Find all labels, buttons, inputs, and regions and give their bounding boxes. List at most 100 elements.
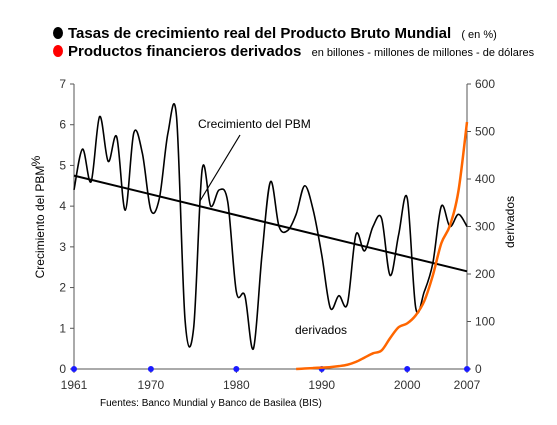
- axes: 0 1 2 3 4 5 6 7 0 100 200 300 400 500 600 1961 1970 1980 1…: [59, 77, 495, 392]
- y-right-tick-label: 400: [475, 172, 495, 186]
- data-point-derivados: [303, 367, 306, 370]
- data-point-pbm: [141, 152, 144, 155]
- data-point-derivados: [372, 352, 375, 355]
- data-point-pbm: [269, 180, 272, 183]
- data-point-derivados: [295, 368, 298, 371]
- data-point-pbm: [81, 148, 84, 151]
- series-line-pbm: [73, 103, 468, 350]
- y-left-tick-label: 1: [59, 321, 66, 335]
- data-point-pbm: [329, 306, 332, 309]
- data-point-derivados: [457, 189, 460, 192]
- x-tick-label: 1980: [223, 378, 250, 392]
- data-point-pbm: [423, 290, 426, 293]
- source-note: Fuentes: Banco Mundial y Banco de Basile…: [100, 398, 322, 409]
- data-point-derivados: [354, 360, 357, 363]
- data-point-pbm: [312, 209, 315, 212]
- series-derivados: [295, 121, 469, 371]
- data-point-derivados: [466, 121, 469, 124]
- data-point-derivados: [320, 366, 323, 369]
- data-point-pbm: [363, 249, 366, 252]
- data-point-pbm: [414, 306, 417, 309]
- data-point-pbm: [440, 205, 443, 208]
- y-right-tick-label: 100: [475, 315, 495, 329]
- x-tick-label: 1961: [61, 378, 88, 392]
- data-point-pbm: [175, 115, 178, 118]
- data-point-pbm: [320, 254, 323, 257]
- y-right-tick-label: 200: [475, 267, 495, 281]
- series-line-trend: [73, 174, 468, 273]
- data-point-pbm: [184, 319, 187, 322]
- series-layer: [73, 103, 469, 371]
- data-point-derivados: [448, 224, 451, 227]
- data-point-pbm: [380, 217, 383, 220]
- data-point-pbm: [466, 225, 469, 228]
- data-point-pbm: [406, 197, 409, 200]
- data-point-pbm: [124, 209, 127, 212]
- y-left-tick-label: 0: [59, 362, 66, 376]
- data-point-derivados: [329, 366, 332, 369]
- series-trend: [73, 174, 468, 273]
- data-point-pbm: [149, 209, 152, 212]
- data-point-pbm: [397, 233, 400, 236]
- annotations: Crecimiento del PBM derivados: [198, 117, 347, 337]
- legend-note-pbm: ( en %): [461, 29, 496, 41]
- x-tick-label: 2000: [394, 378, 421, 392]
- y-right-tick-label: 0: [475, 362, 482, 376]
- y-left-axis-label: Crecimiento del PBM: [33, 166, 47, 279]
- x-axis-marker: [404, 366, 411, 372]
- legend-note-derivados: en billones - millones de millones - de …: [312, 47, 535, 59]
- y-left-tick-label: 3: [59, 240, 66, 254]
- x-axis-marker: [147, 366, 154, 372]
- legend-marker-pbm: [53, 27, 63, 39]
- y-left-tick-label: 7: [59, 77, 66, 91]
- data-point-derivados: [312, 367, 315, 370]
- data-point-pbm: [132, 131, 135, 134]
- y-left-tick-label: 4: [59, 199, 66, 213]
- svg-text:Tasas de crecimiento real del: Tasas de crecimiento real del Producto B…: [68, 25, 497, 42]
- x-axis-marker: [71, 366, 77, 372]
- data-point-derivados: [431, 274, 434, 277]
- x-tick-label: 1970: [138, 378, 165, 392]
- legend: Tasas de crecimiento real del Producto B…: [53, 25, 535, 60]
- legend-label-pbm: Tasas de crecimiento real del Producto B…: [68, 25, 451, 42]
- y-left-tick-label: 5: [59, 158, 66, 172]
- data-point-derivados: [337, 365, 340, 368]
- data-point-pbm: [218, 188, 221, 191]
- annotation-pbm: Crecimiento del PBM: [198, 117, 311, 131]
- y-left-unit-label: %: [29, 155, 43, 166]
- series-pbm: [73, 103, 469, 350]
- x-axis-marker: [233, 366, 240, 372]
- legend-marker-derivados: [53, 45, 63, 57]
- data-point-pbm: [166, 131, 169, 134]
- legend-label-derivados: Productos financieros derivados: [68, 43, 301, 60]
- data-point-pbm: [201, 168, 204, 171]
- data-point-pbm: [346, 302, 349, 305]
- data-point-pbm: [98, 115, 101, 118]
- data-point-pbm: [73, 188, 76, 191]
- x-axis-marker: [464, 366, 470, 372]
- data-point-pbm: [295, 213, 298, 216]
- data-point-pbm: [226, 201, 229, 204]
- y-right-axis-label: derivados: [503, 196, 517, 248]
- y-right-tick-label: 500: [475, 125, 495, 139]
- x-tick-label: 2007: [454, 378, 481, 392]
- y-right-tick-label: 600: [475, 77, 495, 91]
- data-point-pbm: [354, 233, 357, 236]
- data-point-pbm: [243, 294, 246, 297]
- data-point-derivados: [397, 326, 400, 329]
- data-point-pbm: [389, 274, 392, 277]
- data-point-derivados: [380, 349, 383, 352]
- data-point-pbm: [192, 327, 195, 330]
- data-point-pbm: [457, 213, 460, 216]
- data-point-pbm: [260, 254, 263, 257]
- data-point-trend: [73, 174, 76, 177]
- data-point-pbm: [107, 160, 110, 163]
- annotation-derivados: derivados: [295, 323, 347, 337]
- y-right-tick-label: 300: [475, 220, 495, 234]
- data-point-pbm: [235, 290, 238, 293]
- x-tick-label: 1990: [308, 378, 335, 392]
- data-point-pbm: [303, 184, 306, 187]
- data-point-derivados: [389, 337, 392, 340]
- data-point-pbm: [115, 135, 118, 138]
